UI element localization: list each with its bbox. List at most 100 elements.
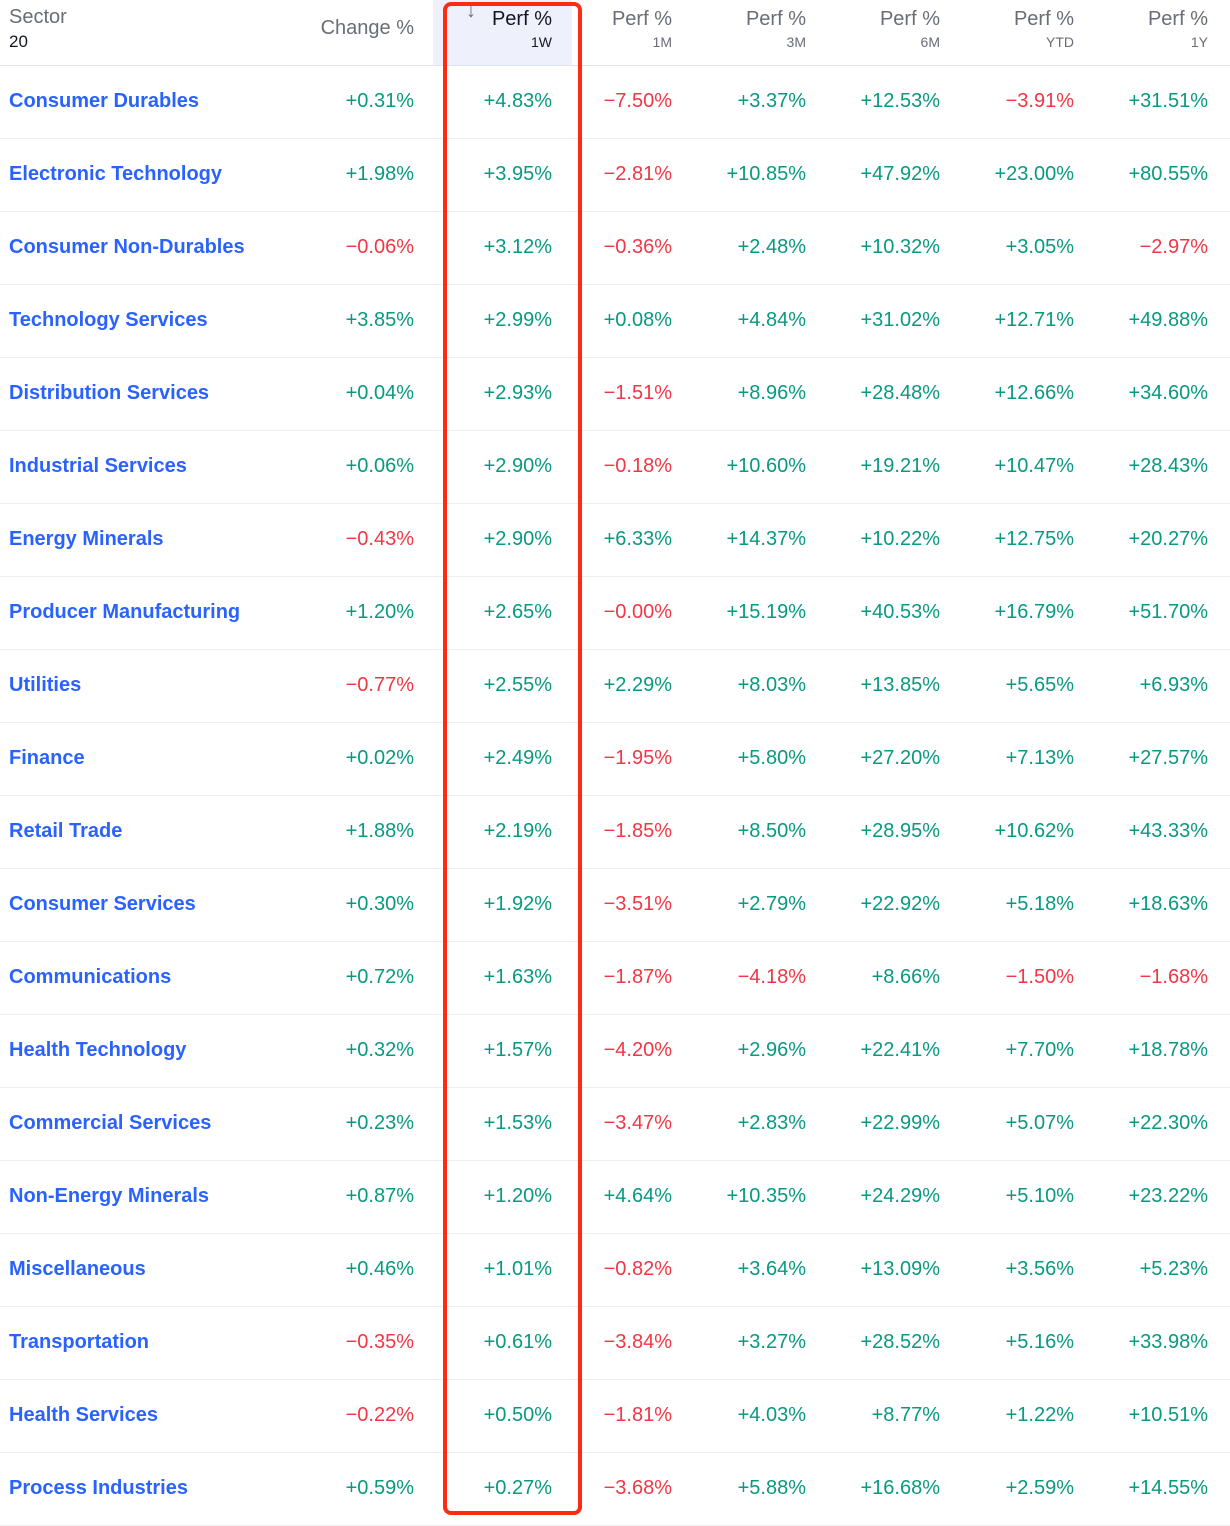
table-row[interactable]: Producer Manufacturing +1.20% +2.65% −0.00%… — [0, 577, 1230, 650]
sector-link[interactable]: Electronic Technology — [9, 163, 222, 185]
cell-perf-ytd: +16.79% — [994, 601, 1074, 623]
sector-link[interactable]: Industrial Services — [9, 455, 187, 477]
cell-perf-1y: −2.97% — [1139, 236, 1208, 258]
header-col-3m[interactable]: Perf % 3M — [676, 0, 806, 65]
sector-link[interactable]: Retail Trade — [9, 820, 123, 842]
sector-link[interactable]: Consumer Durables — [9, 90, 200, 112]
cell-perf-6m: +22.92% — [860, 893, 940, 915]
sector-link[interactable]: Technology Services — [9, 309, 208, 331]
sector-link[interactable]: Process Industries — [9, 1477, 188, 1499]
cell-perf-6m: +16.68% — [860, 1477, 940, 1499]
cell-perf-1y: +49.88% — [1128, 309, 1208, 331]
sorted-column-highlight — [433, 0, 572, 65]
cell-perf-1w: +2.19% — [483, 820, 552, 842]
sector-link[interactable]: Finance — [9, 747, 85, 769]
table-row[interactable]: Health Technology +0.32% +1.57% −4.20% +2.96… — [0, 1015, 1230, 1088]
table-row[interactable]: Retail Trade +1.88% +2.19% −1.85% +8.50% +28.… — [0, 796, 1230, 869]
header-col-1m[interactable]: Perf % 1M — [542, 0, 672, 65]
cell-perf-ytd: −3.91% — [1005, 90, 1074, 112]
table-row[interactable]: Consumer Services +0.30% +1.92% −3.51% +2.79… — [0, 869, 1230, 942]
cell-perf-1w: +0.61% — [483, 1331, 552, 1353]
cell-perf-1m: −1.95% — [603, 747, 672, 769]
header-col-1w[interactable]: ↓ Perf % 1W — [422, 0, 552, 65]
header-col-change[interactable]: Change % — [284, 0, 414, 65]
table-row[interactable]: Consumer Durables +0.31% +4.83% −7.50% +3.37… — [0, 66, 1230, 139]
cell-perf-6m: +28.52% — [860, 1331, 940, 1353]
cell-perf-3m: +14.37% — [726, 528, 806, 550]
sector-link[interactable]: Health Services — [9, 1404, 158, 1426]
cell-perf-ytd: +3.05% — [1005, 236, 1074, 258]
sector-link[interactable]: Communications — [9, 966, 172, 988]
table-row[interactable]: Finance +0.02% +2.49% −1.95% +5.80% +27.20% +7… — [0, 723, 1230, 796]
cell-perf-3m: +5.88% — [737, 1477, 806, 1499]
cell-change: +1.20% — [345, 601, 414, 623]
cell-change: +0.72% — [345, 966, 414, 988]
cell-perf-1w: +1.57% — [483, 1039, 552, 1061]
table-row[interactable]: Industrial Services +0.06% +2.90% −0.18% +10… — [0, 431, 1230, 504]
header-sector[interactable]: Sector 20 — [9, 0, 209, 65]
table-row[interactable]: Distribution Services +0.04% +2.93% −1.51% +… — [0, 358, 1230, 431]
sector-link[interactable]: Consumer Non-Durables — [9, 236, 245, 258]
cell-perf-3m: +2.79% — [737, 893, 806, 915]
sector-link[interactable]: Energy Minerals — [9, 528, 164, 550]
header-col-ytd[interactable]: Perf % YTD — [944, 0, 1074, 65]
table-row[interactable]: Energy Minerals −0.43% +2.90% +6.33% +14.37%… — [0, 504, 1230, 577]
cell-change: +0.06% — [345, 455, 414, 477]
cell-perf-1m: +0.08% — [603, 309, 672, 331]
cell-perf-1m: −4.20% — [603, 1039, 672, 1061]
cell-perf-1y: −1.68% — [1139, 966, 1208, 988]
cell-perf-ytd: +5.16% — [1005, 1331, 1074, 1353]
cell-perf-1y: +34.60% — [1128, 382, 1208, 404]
cell-change: +0.04% — [345, 382, 414, 404]
sector-link[interactable]: Non-Energy Minerals — [9, 1185, 210, 1207]
cell-perf-ytd: +5.65% — [1005, 674, 1074, 696]
cell-perf-ytd: +5.07% — [1005, 1112, 1074, 1134]
cell-change: +0.31% — [345, 90, 414, 112]
cell-perf-3m: +3.27% — [737, 1331, 806, 1353]
table-row[interactable]: Miscellaneous +0.46% +1.01% −0.82% +3.64% +13… — [0, 1234, 1230, 1307]
header-title: Perf % — [491, 8, 552, 30]
sector-link[interactable]: Distribution Services — [9, 382, 210, 404]
cell-perf-1y: +22.30% — [1128, 1112, 1208, 1134]
table-row[interactable]: Consumer Non-Durables −0.06% +3.12% −0.36% +… — [0, 212, 1230, 285]
sector-link[interactable]: Producer Manufacturing — [9, 601, 241, 623]
cell-perf-1w: +2.65% — [483, 601, 552, 623]
sector-link[interactable]: Consumer Services — [9, 893, 196, 915]
cell-perf-ytd: +12.66% — [994, 382, 1074, 404]
header-title: Perf % — [745, 8, 806, 30]
sector-link[interactable]: Miscellaneous — [9, 1258, 146, 1280]
table-row[interactable]: Transportation −0.35% +0.61% −3.84% +3.27% +2… — [0, 1307, 1230, 1380]
header-subtitle: 3M — [786, 34, 806, 50]
table-row[interactable]: Health Services −0.22% +0.50% −1.81% +4.03% +… — [0, 1380, 1230, 1453]
cell-perf-3m: +4.03% — [737, 1404, 806, 1426]
cell-perf-3m: +8.03% — [737, 674, 806, 696]
cell-perf-3m: +10.60% — [726, 455, 806, 477]
cell-perf-1y: +18.63% — [1128, 893, 1208, 915]
cell-perf-1m: −0.82% — [603, 1258, 672, 1280]
cell-perf-1w: +2.93% — [483, 382, 552, 404]
sector-link[interactable]: Health Technology — [9, 1039, 187, 1061]
table-row[interactable]: Utilities −0.77% +2.55% +2.29% +8.03% +13.85%… — [0, 650, 1230, 723]
cell-change: +0.46% — [345, 1258, 414, 1280]
table-row[interactable]: Commercial Services +0.23% +1.53% −3.47% +2.… — [0, 1088, 1230, 1161]
header-col-1y[interactable]: Perf % 1Y — [1078, 0, 1208, 65]
cell-perf-1y: +51.70% — [1128, 601, 1208, 623]
cell-perf-1m: +2.29% — [603, 674, 672, 696]
sector-count: 20 — [9, 32, 28, 51]
table-row[interactable]: Technology Services +3.85% +2.99% +0.08% +4.… — [0, 285, 1230, 358]
sector-link[interactable]: Transportation — [9, 1331, 150, 1353]
table-row[interactable]: Process Industries +0.59% +0.27% −3.68% +5.8… — [0, 1453, 1230, 1526]
cell-perf-1m: −3.47% — [603, 1112, 672, 1134]
cell-change: +0.59% — [345, 1477, 414, 1499]
table-row[interactable]: Communications +0.72% +1.63% −1.87% −4.18% +8… — [0, 942, 1230, 1015]
header-col-6m[interactable]: Perf % 6M — [810, 0, 940, 65]
cell-perf-1m: −7.50% — [603, 90, 672, 112]
table-row[interactable]: Non-Energy Minerals +0.87% +1.20% +4.64% +10… — [0, 1161, 1230, 1234]
table-row[interactable]: Electronic Technology +1.98% +3.95% −2.81% +… — [0, 139, 1230, 212]
sector-link[interactable]: Utilities — [9, 674, 82, 696]
sector-link[interactable]: Commercial Services — [9, 1112, 212, 1134]
cell-perf-3m: +5.80% — [737, 747, 806, 769]
header-subtitle: 1W — [531, 34, 552, 50]
cell-perf-1y: +6.93% — [1139, 674, 1208, 696]
cell-perf-3m: +2.96% — [737, 1039, 806, 1061]
